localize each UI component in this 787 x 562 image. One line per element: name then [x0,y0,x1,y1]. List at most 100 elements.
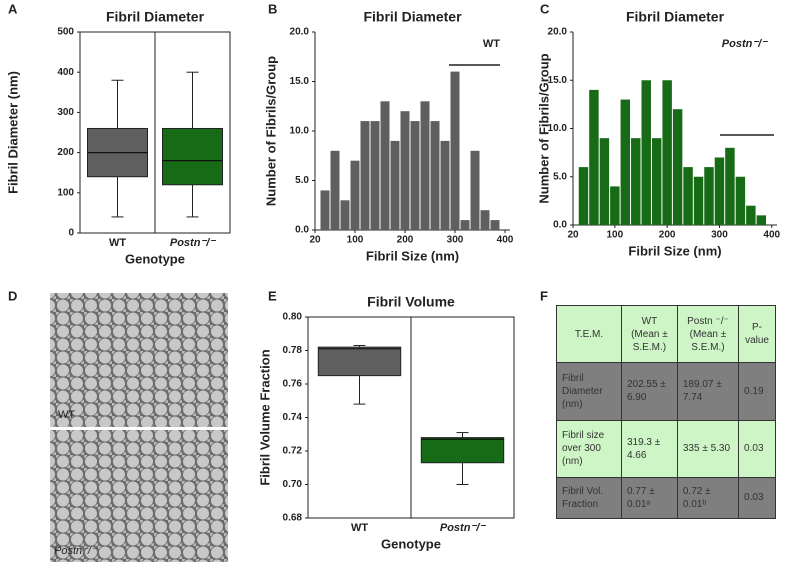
box [162,127,223,186]
x-tick-label: 400 [763,230,780,241]
box [420,437,505,464]
bar [490,220,500,230]
box [317,346,402,377]
y-tick-label: 0.68 [283,513,303,524]
x-tick-label: 100 [347,235,364,246]
annotation: Postn⁻/⁻ [722,38,768,50]
y-tick-label: 0.72 [283,446,303,457]
table-cell: Fibril size over 300 (nm) [556,419,622,478]
table-header: P-value [738,304,776,364]
bar [735,176,746,225]
y-tick-label: 10.0 [290,126,310,137]
table-cell: 335 ± 5.30 [676,419,740,478]
panel-label: B [268,1,277,16]
micrograph-label: WT [58,409,75,421]
bar [578,167,589,225]
micrograph [50,293,228,427]
bar [714,157,725,225]
y-tick-label: 0.80 [283,312,303,323]
bar [631,138,641,225]
x-tick-label: 300 [447,235,464,246]
bar [320,190,330,230]
y-tick-label: 100 [57,187,74,198]
x-axis-title: Genotype [125,251,185,266]
panel-label: E [268,288,277,303]
bar [450,71,460,230]
bar [330,150,340,230]
y-tick-label: 5.0 [553,171,567,182]
bar [420,101,430,230]
y-tick-label: 0.76 [283,379,303,390]
bar [620,99,631,225]
bar [470,150,480,230]
panel-label: A [8,1,18,16]
chart-title: Fibril Diameter [106,9,205,25]
x-axis-title: Fibril Size (nm) [628,243,721,258]
x-axis-title: Genotype [381,536,441,551]
panel-label: F [540,288,548,303]
chart-title: Fibril Volume [367,294,455,310]
bar [651,138,662,225]
x-tick-label: Postn⁻/⁻ [170,237,216,249]
x-tick-label: 200 [659,230,676,241]
table-cell: Fibril Diameter (nm) [556,362,622,421]
bar [350,160,360,230]
bar [662,80,672,225]
bar [756,215,767,225]
table-cell: 0.03 [738,419,776,478]
table-header: WT (Mean ± S.E.M.) [620,304,678,364]
y-tick-label: 0.70 [283,479,303,490]
table-cell: Fibril Vol. Fraction [556,476,622,520]
bar [370,121,380,230]
bar [704,167,714,225]
x-axis-title: Fibril Size (nm) [366,248,459,263]
x-tick-label: 20 [309,235,321,246]
panel-label: C [540,1,550,16]
bar [641,80,651,225]
y-tick-label: 0 [68,228,74,239]
chart-title: Fibril Diameter [626,9,725,25]
bar [440,140,450,230]
x-tick-label: 300 [711,230,728,241]
y-tick-label: 5.0 [295,175,309,186]
x-tick-label: 400 [497,235,514,246]
bar [410,121,420,230]
x-tick-label: 200 [397,235,414,246]
bar [390,140,400,230]
bar [400,111,410,230]
chart-title: Fibril Diameter [363,9,462,25]
y-tick-label: 15.0 [548,75,568,86]
y-tick-label: 20.0 [548,27,568,38]
annotation: WT [483,38,500,50]
y-tick-label: 0.0 [295,225,309,236]
bar [589,89,599,226]
bar [672,109,683,225]
y-tick-label: 20.0 [290,27,310,38]
bar [430,121,440,230]
micrograph [50,430,228,562]
bar [599,138,610,225]
table-cell: 202.55 ± 6.90 [620,362,678,421]
y-tick-label: 0.78 [283,345,303,356]
y-tick-label: 500 [57,27,74,38]
y-tick-label: 300 [57,107,74,118]
y-tick-label: 400 [57,67,74,78]
y-tick-label: 0.0 [553,220,567,231]
x-tick-label: WT [109,237,126,249]
x-tick-label: 20 [567,230,579,241]
table-cell: 319.3 ± 4.66 [620,419,678,478]
summary-table: T.E.M. WT (Mean ± S.E.M.) Postn ⁻/⁻ (Mean … [556,304,776,520]
y-axis-title: Fibril Diameter (nm) [5,71,20,194]
bar [360,121,370,230]
bar [460,220,470,230]
bar [746,205,756,225]
y-tick-label: 15.0 [290,76,310,87]
bar [340,200,350,230]
x-tick-label: 100 [607,230,624,241]
bar [610,186,620,225]
y-tick-label: 200 [57,147,74,158]
table-cell: 0.72 ± 0.01ᵇ [676,476,740,520]
bar [480,210,490,230]
